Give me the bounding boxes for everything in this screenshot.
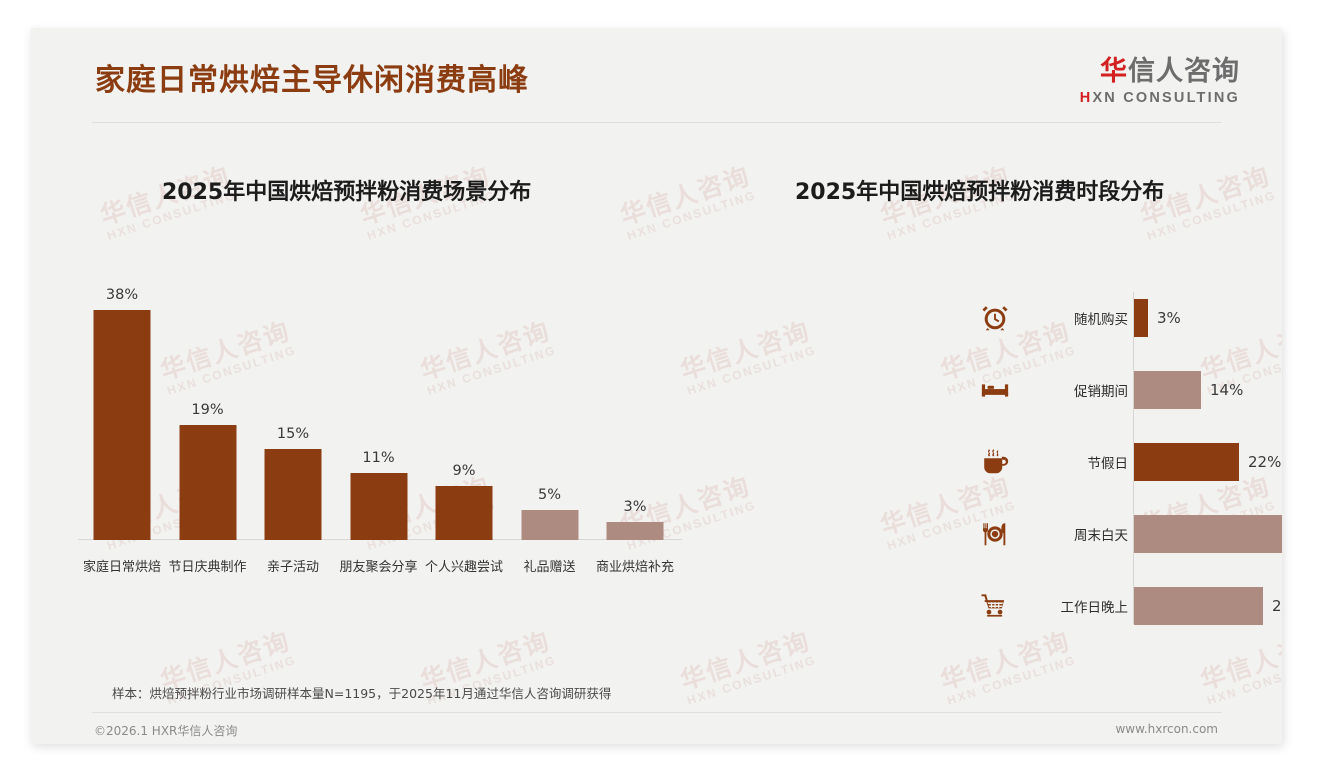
- bar-row: 随机购买 3%: [970, 294, 1270, 342]
- bar-fill[interactable]: [1134, 299, 1148, 337]
- column-category-label: 亲子活动: [266, 560, 320, 575]
- column-group: 9% 个人兴趣尝试: [425, 264, 503, 575]
- column-bar[interactable]: [435, 486, 493, 540]
- column-category-label: 个人兴趣尝试: [424, 560, 504, 575]
- slide-canvas: 华信人咨询 HXN CONSULTING 华信人咨询 HXN CONSULTING 华信…: [30, 28, 1282, 744]
- logo-en-rest-chars: XN CONSULTING: [1092, 90, 1240, 106]
- company-logo: 华信人咨询 HXN CONSULTING: [1080, 58, 1240, 106]
- column-value-label: 9%: [452, 463, 476, 479]
- column-bar-wrap: 38%: [93, 264, 151, 540]
- bar-fill[interactable]: [1134, 443, 1239, 481]
- bar-row: 工作日晚上 27%: [970, 582, 1282, 630]
- column-bar-wrap: 11%: [350, 264, 407, 540]
- bar-category-label: 工作日晚上: [1060, 600, 1129, 616]
- logo-en-accent-char: H: [1079, 90, 1093, 106]
- column-group: 5% 礼品赠送: [514, 264, 586, 575]
- bar-category-label: 促销期间: [1074, 384, 1128, 400]
- column-bar[interactable]: [264, 449, 322, 540]
- bar-value-label: 3%: [1157, 309, 1181, 327]
- right-chart-title: 2025年中国烘焙预拌粉消费时段分布: [795, 180, 1165, 205]
- column-value-label: 5%: [537, 487, 561, 503]
- column-bar-wrap: 19%: [179, 264, 236, 540]
- column-bar[interactable]: [179, 425, 236, 540]
- column-category-label: 节日庆典制作: [168, 560, 247, 575]
- scene-distribution-chart: 38% 家庭日常烘焙 19% 节日庆典制作 15% 亲子活动 11% 朋友聚会分享 9% 个人兴趣…: [78, 264, 682, 594]
- bar-category-label: 节假日: [1087, 456, 1129, 472]
- column-group: 19% 节日庆典制作: [168, 264, 246, 575]
- column-group: 38% 家庭日常烘焙: [83, 264, 161, 575]
- column-bar[interactable]: [93, 310, 151, 540]
- page-title: 家庭日常烘焙主导休闲消费高峰: [95, 63, 529, 98]
- bar-fill[interactable]: [1134, 515, 1282, 553]
- slide-header: 家庭日常烘焙主导休闲消费高峰 华信人咨询 HXN CONSULTING: [30, 28, 1282, 123]
- column-group: 15% 亲子活动: [257, 264, 329, 575]
- bed-icon: [978, 373, 1012, 407]
- alarm-clock-icon: [978, 301, 1012, 335]
- column-value-label: 19%: [191, 402, 224, 418]
- coffee-cup-icon: [978, 445, 1012, 479]
- bar-row: 促销期间 14%: [970, 366, 1270, 414]
- timeslot-distribution-chart: 随机购买 3% 促销期间 14% 节假日 22% 周末白天34% 工作日晚上 27%: [970, 286, 1282, 631]
- bar-value-label: 27%: [1272, 597, 1282, 615]
- bar-category-label: 随机购买: [1074, 312, 1128, 328]
- logo-rest-chars: 信人咨询: [1128, 56, 1240, 87]
- column-bar[interactable]: [606, 522, 664, 540]
- column-category-label: 朋友聚会分享: [339, 560, 418, 575]
- column-category-label: 家庭日常烘焙: [82, 560, 162, 575]
- sample-footnote: 样本：烘焙预拌粉行业市场调研样本量N=1195，于2025年11月通过华信人咨询…: [112, 686, 612, 701]
- column-value-label: 11%: [362, 450, 395, 466]
- bar-category-label: 周末白天: [1074, 528, 1128, 544]
- website-url[interactable]: www.hxrcon.com: [1115, 722, 1218, 736]
- bar-row: 周末白天34%: [970, 510, 1282, 558]
- column-value-label: 38%: [105, 287, 139, 303]
- logo-accent-char: 华: [1100, 56, 1128, 87]
- plate-cutlery-icon: [978, 517, 1012, 551]
- column-bar-wrap: 9%: [435, 264, 493, 540]
- column-bar[interactable]: [521, 510, 578, 540]
- bar-row: 节假日 22%: [970, 438, 1281, 486]
- column-bar[interactable]: [350, 473, 407, 540]
- footer-divider: [92, 712, 1222, 713]
- logo-english-text: HXN CONSULTING: [1080, 91, 1240, 106]
- copyright-text: ©2026.1 HXR华信人咨询: [94, 724, 238, 738]
- column-group: 3% 商业烘焙补充: [596, 264, 674, 575]
- left-chart-title: 2025年中国烘焙预拌粉消费场景分布: [162, 180, 532, 205]
- header-divider: [92, 122, 1222, 123]
- bar-value-label: 22%: [1248, 453, 1282, 471]
- column-value-label: 15%: [276, 426, 310, 442]
- bar-value-label: 14%: [1210, 381, 1244, 399]
- column-group: 11% 朋友聚会分享: [339, 264, 417, 575]
- bar-chart-baseline: [1133, 292, 1134, 624]
- column-bar-wrap: 3%: [606, 264, 664, 540]
- bar-fill[interactable]: [1134, 371, 1201, 409]
- logo-chinese-text: 华信人咨询: [1080, 58, 1240, 85]
- column-bar-wrap: 15%: [264, 264, 322, 540]
- shopping-cart-icon: [978, 589, 1012, 623]
- column-bar-wrap: 5%: [521, 264, 578, 540]
- bar-fill[interactable]: [1134, 587, 1263, 625]
- column-category-label: 商业烘焙补充: [595, 560, 675, 575]
- column-category-label: 礼品赠送: [523, 560, 576, 575]
- column-value-label: 3%: [623, 499, 647, 515]
